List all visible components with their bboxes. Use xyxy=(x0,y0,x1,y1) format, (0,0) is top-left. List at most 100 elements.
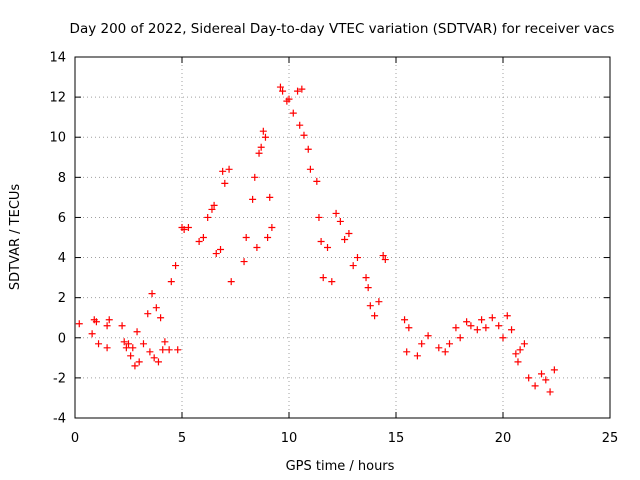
y-tick-label: 8 xyxy=(58,171,66,186)
data-points xyxy=(75,83,558,396)
data-point xyxy=(289,109,297,117)
data-point xyxy=(349,262,357,270)
data-point xyxy=(435,344,443,352)
x-tick-label: 10 xyxy=(281,431,298,446)
data-point xyxy=(125,340,132,348)
data-point xyxy=(336,217,344,225)
data-point xyxy=(531,382,539,390)
data-point xyxy=(195,238,203,246)
data-point xyxy=(296,121,304,129)
data-point xyxy=(473,326,481,334)
axis-ticks: 0 5 10 15 20 25 -4 -2 0 2 4 6 8 10 12 14 xyxy=(49,51,618,447)
data-point xyxy=(217,246,225,254)
data-point xyxy=(520,340,528,348)
data-point xyxy=(456,334,464,342)
data-point xyxy=(488,314,496,322)
data-point xyxy=(482,324,490,332)
data-point xyxy=(306,165,314,173)
data-point xyxy=(364,284,372,292)
data-point xyxy=(403,348,411,356)
data-point xyxy=(105,316,113,324)
data-point xyxy=(154,358,162,366)
data-point xyxy=(353,254,361,262)
data-point xyxy=(75,320,83,328)
data-point xyxy=(345,229,353,237)
data-point xyxy=(199,234,207,241)
data-point xyxy=(184,223,192,231)
data-point xyxy=(131,362,139,370)
data-point xyxy=(261,133,269,141)
data-point xyxy=(298,85,306,93)
data-point xyxy=(341,236,349,244)
data-point xyxy=(242,234,250,241)
data-point xyxy=(279,87,287,95)
data-point xyxy=(413,352,421,360)
data-point xyxy=(133,328,141,336)
data-point xyxy=(381,256,389,264)
data-point xyxy=(129,344,137,352)
y-tick-label: 10 xyxy=(49,131,66,146)
data-point xyxy=(259,127,267,135)
data-point xyxy=(508,326,516,334)
data-point xyxy=(95,340,103,348)
data-point xyxy=(332,209,340,217)
data-point xyxy=(240,258,248,266)
data-point xyxy=(150,354,158,362)
data-point xyxy=(304,145,312,153)
data-point xyxy=(285,95,293,103)
data-point xyxy=(300,131,308,139)
data-point xyxy=(467,322,475,330)
data-point xyxy=(546,388,554,396)
x-axis-label: GPS time / hours xyxy=(286,459,395,474)
data-point xyxy=(103,344,111,352)
data-point xyxy=(221,179,229,187)
y-tick-label: 12 xyxy=(49,91,66,106)
data-point xyxy=(257,143,265,151)
data-point xyxy=(161,338,169,346)
data-point xyxy=(146,348,154,356)
data-point xyxy=(375,298,383,306)
y-tick-label: 0 xyxy=(58,331,66,346)
data-point xyxy=(255,149,263,157)
x-tick-label: 20 xyxy=(495,431,512,446)
data-point xyxy=(174,346,182,354)
data-point xyxy=(159,346,167,354)
data-point xyxy=(219,167,227,175)
data-point xyxy=(441,348,449,356)
data-point xyxy=(446,340,453,348)
grid xyxy=(75,57,610,418)
data-point xyxy=(317,238,325,246)
data-point xyxy=(88,330,96,338)
data-point xyxy=(266,193,274,201)
data-point xyxy=(495,322,503,330)
y-tick-label: 14 xyxy=(49,51,66,66)
y-tick-label: -2 xyxy=(53,371,66,386)
data-point xyxy=(499,334,507,342)
data-point xyxy=(315,213,323,221)
data-point xyxy=(418,340,426,348)
data-point xyxy=(249,195,257,203)
data-point xyxy=(167,278,175,286)
data-point xyxy=(253,244,261,252)
data-point xyxy=(538,370,546,378)
x-tick-label: 0 xyxy=(71,431,79,446)
data-point xyxy=(172,262,180,270)
data-point xyxy=(204,213,212,221)
data-point xyxy=(127,352,135,360)
chart-title: Day 200 of 2022, Sidereal Day-to-day VTE… xyxy=(70,21,615,37)
data-point xyxy=(328,278,336,286)
data-point xyxy=(516,346,524,354)
data-point xyxy=(120,338,128,346)
data-point xyxy=(424,332,432,340)
data-point xyxy=(379,252,387,260)
data-point xyxy=(401,316,409,324)
data-point xyxy=(135,358,143,366)
data-point xyxy=(542,376,550,384)
y-tick-label: -4 xyxy=(53,412,66,427)
data-point xyxy=(503,312,511,320)
data-point xyxy=(512,350,520,358)
data-point xyxy=(276,83,284,91)
x-tick-label: 25 xyxy=(602,431,619,446)
data-point xyxy=(366,302,374,310)
data-point xyxy=(212,250,220,258)
